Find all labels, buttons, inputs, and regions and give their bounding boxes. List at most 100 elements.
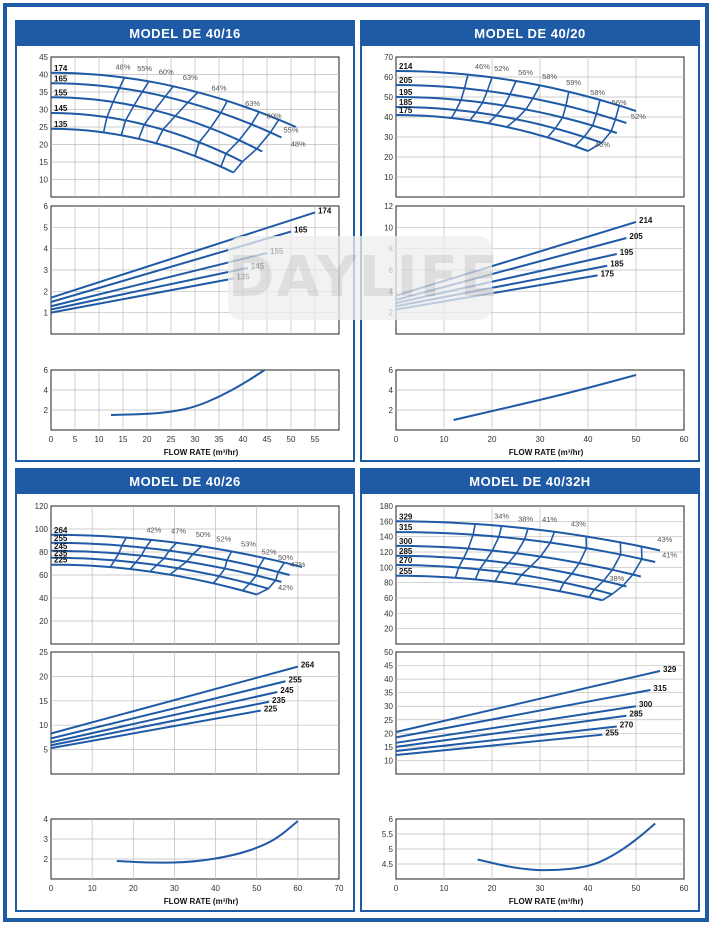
x-tick-label: 20 [129, 884, 138, 893]
head-curve-264 [51, 533, 303, 568]
head-curve-285 [395, 554, 627, 588]
efficiency-label: 52% [262, 547, 277, 556]
efficiency-line [109, 537, 128, 568]
efficiency-label: 56% [518, 68, 533, 77]
y-tick-label: 50 [384, 93, 393, 102]
npsh-plot-area [50, 818, 340, 880]
power-line-300 [395, 705, 637, 744]
x-tick-label: 20 [488, 435, 497, 444]
power-label-285: 285 [629, 710, 643, 719]
y-tick-label: 180 [380, 502, 394, 511]
efficiency-line [149, 542, 178, 573]
x-tick-label: 0 [49, 435, 54, 444]
x-tick-label: 40 [584, 435, 593, 444]
power-plot-area [50, 651, 340, 775]
impeller-label-235: 235 [54, 549, 68, 558]
efficiency-label: 63% [245, 99, 260, 108]
y-tick-label: 5 [44, 746, 49, 755]
power-label-329: 329 [663, 665, 677, 674]
y-tick-label: 10 [39, 721, 48, 730]
efficiency-line [169, 545, 203, 576]
x-tick-label: 35 [215, 435, 224, 444]
y-tick-label: 45 [39, 53, 48, 62]
efficiency-line [220, 111, 260, 167]
efficiency-label: 41% [542, 515, 557, 524]
x-tick-label: 50 [632, 884, 641, 893]
y-tick-label: 6 [44, 366, 49, 375]
impeller-label-155: 155 [54, 88, 68, 97]
efficiency-line [454, 523, 476, 579]
x-tick-label: 0 [49, 884, 54, 893]
y-tick-label: 25 [39, 648, 48, 657]
power-line-270 [395, 725, 617, 752]
y-tick-label: 10 [384, 756, 393, 765]
power-label-195: 195 [620, 248, 634, 257]
impeller-label-145: 145 [54, 104, 68, 113]
efficiency-label: 46% [595, 140, 610, 149]
efficiency-label: 58% [590, 88, 605, 97]
impeller-label-135: 135 [54, 120, 68, 129]
head-curve-165 [50, 82, 282, 139]
impeller-label-165: 165 [54, 74, 68, 83]
impeller-label-214: 214 [399, 62, 413, 71]
x-tick-label: 40 [211, 884, 220, 893]
impeller-label-270: 270 [399, 556, 413, 565]
y-tick-label: 40 [39, 594, 48, 603]
y-tick-label: 45 [384, 662, 393, 671]
x-tick-label: 0 [394, 435, 399, 444]
x-tick-label: 70 [335, 884, 344, 893]
power-label-264: 264 [301, 661, 315, 670]
efficiency-label: 60% [159, 68, 174, 77]
power-label-270: 270 [620, 721, 634, 730]
impeller-label-225: 225 [54, 556, 68, 565]
power-line-225 [50, 709, 262, 750]
head-curve-315 [396, 531, 656, 563]
y-tick-label: 15 [384, 743, 393, 752]
y-tick-label: 12 [384, 202, 393, 211]
power-label-300: 300 [639, 700, 653, 709]
y-tick-label: 60 [39, 571, 48, 580]
y-tick-label: 20 [384, 625, 393, 634]
power-label-165: 165 [294, 226, 308, 235]
panel-model-40-32h: MODEL DE 40/32H 20 40 60 80 100 120 140 160 180 3… [360, 468, 700, 912]
efficiency-label: 52% [631, 112, 646, 121]
power-line-174 [50, 211, 316, 299]
efficiency-label: 50% [278, 553, 293, 562]
efficiency-line [212, 551, 233, 584]
y-tick-label: 120 [35, 502, 49, 511]
power-label-185: 185 [610, 260, 624, 269]
efficiency-label: 42% [146, 525, 161, 534]
panel-title: MODEL DE 40/32H [362, 470, 698, 494]
efficiency-label: 60% [267, 111, 282, 120]
y-tick-label: 4 [44, 245, 49, 254]
impeller-label-285: 285 [399, 547, 413, 556]
y-tick-label: 15 [39, 158, 48, 167]
efficiency-label: 47% [290, 560, 305, 569]
efficiency-label: 55% [137, 64, 152, 73]
x-tick-label: 10 [440, 884, 449, 893]
efficiency-label: 53% [241, 539, 256, 548]
power-label-175: 175 [601, 269, 615, 278]
x-axis-title: FLOW RATE (m³/hr) [509, 448, 584, 457]
head-curve-175 [395, 114, 589, 152]
impeller-label-315: 315 [399, 523, 413, 532]
y-tick-label: 40 [384, 113, 393, 122]
efficiency-label: 38% [609, 574, 624, 583]
y-tick-label: 3 [44, 266, 49, 275]
impeller-label-255: 255 [399, 567, 413, 576]
panel-title: MODEL DE 40/20 [362, 22, 698, 46]
power-label-225: 225 [264, 705, 278, 714]
y-tick-label: 15 [39, 697, 48, 706]
x-axis-title: FLOW RATE (m³/hr) [164, 448, 239, 457]
y-tick-label: 5 [389, 845, 394, 854]
efficiency-line [474, 525, 503, 580]
y-tick-label: 6 [44, 202, 49, 211]
power-label-245: 245 [280, 686, 294, 695]
efficiency-line [558, 536, 588, 592]
efficiency-label: 63% [183, 73, 198, 82]
y-tick-label: 40 [39, 71, 48, 80]
head-curve-135 [50, 127, 234, 174]
efficiency-line [232, 119, 280, 174]
efficiency-line [588, 542, 622, 598]
power-label-205: 205 [629, 232, 643, 241]
